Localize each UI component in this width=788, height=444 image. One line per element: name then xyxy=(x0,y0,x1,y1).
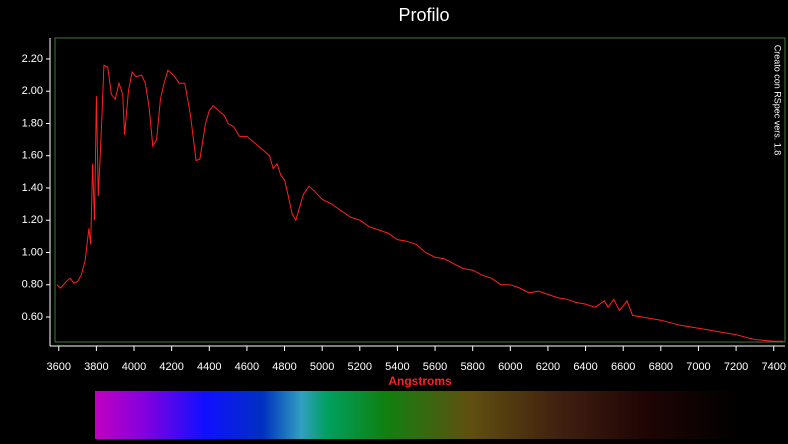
spectrum-strip xyxy=(95,391,740,439)
y-tick-label: 1.00 xyxy=(22,246,43,258)
x-tick-label: 6200 xyxy=(536,361,560,373)
y-tick-label: 2.20 xyxy=(22,53,43,65)
y-tick-label: 1.20 xyxy=(22,214,43,226)
x-tick-label: 6600 xyxy=(611,361,635,373)
y-tick-label: 1.40 xyxy=(22,182,43,194)
x-tick-label: 5800 xyxy=(460,361,484,373)
x-tick-label: 6000 xyxy=(498,361,522,373)
plot: 0.60 0.80 1.00 1.20 1.40 1.60 1.80 2.00 2.20 3600… xyxy=(22,53,786,373)
x-tick-label: 7200 xyxy=(724,361,748,373)
y-tick-label: 0.80 xyxy=(22,279,43,291)
x-tick-label: 3600 xyxy=(47,361,71,373)
y-tick-label: 0.60 xyxy=(22,311,43,323)
x-tick-label: 5200 xyxy=(348,361,372,373)
x-tick-label: 3800 xyxy=(84,361,108,373)
x-tick-label: 7000 xyxy=(686,361,710,373)
annotation: Creato con RSpec vers. 1.8 xyxy=(773,45,783,156)
x-tick-label: 6800 xyxy=(649,361,673,373)
y-tick-label: 1.80 xyxy=(22,117,43,129)
x-tick-label: 4000 xyxy=(122,361,146,373)
x-tick-label: 4800 xyxy=(272,361,296,373)
chart-title: Profilo xyxy=(398,5,449,25)
y-tick-label: 2.00 xyxy=(22,85,43,97)
x-tick-label: 4200 xyxy=(159,361,183,373)
plot-frame xyxy=(54,37,786,343)
x-tick-label: 4600 xyxy=(235,361,259,373)
x-tick-label: 6400 xyxy=(573,361,597,373)
x-tick-label: 5000 xyxy=(310,361,334,373)
spectrum-line xyxy=(56,64,784,342)
x-tick-label: 5600 xyxy=(423,361,447,373)
x-tick-label: 4400 xyxy=(197,361,221,373)
x-tick-label: 5400 xyxy=(385,361,409,373)
x-tick-label: 7400 xyxy=(761,361,785,373)
x-axis-label: Angstroms xyxy=(388,374,452,388)
y-tick-label: 1.60 xyxy=(22,150,43,162)
